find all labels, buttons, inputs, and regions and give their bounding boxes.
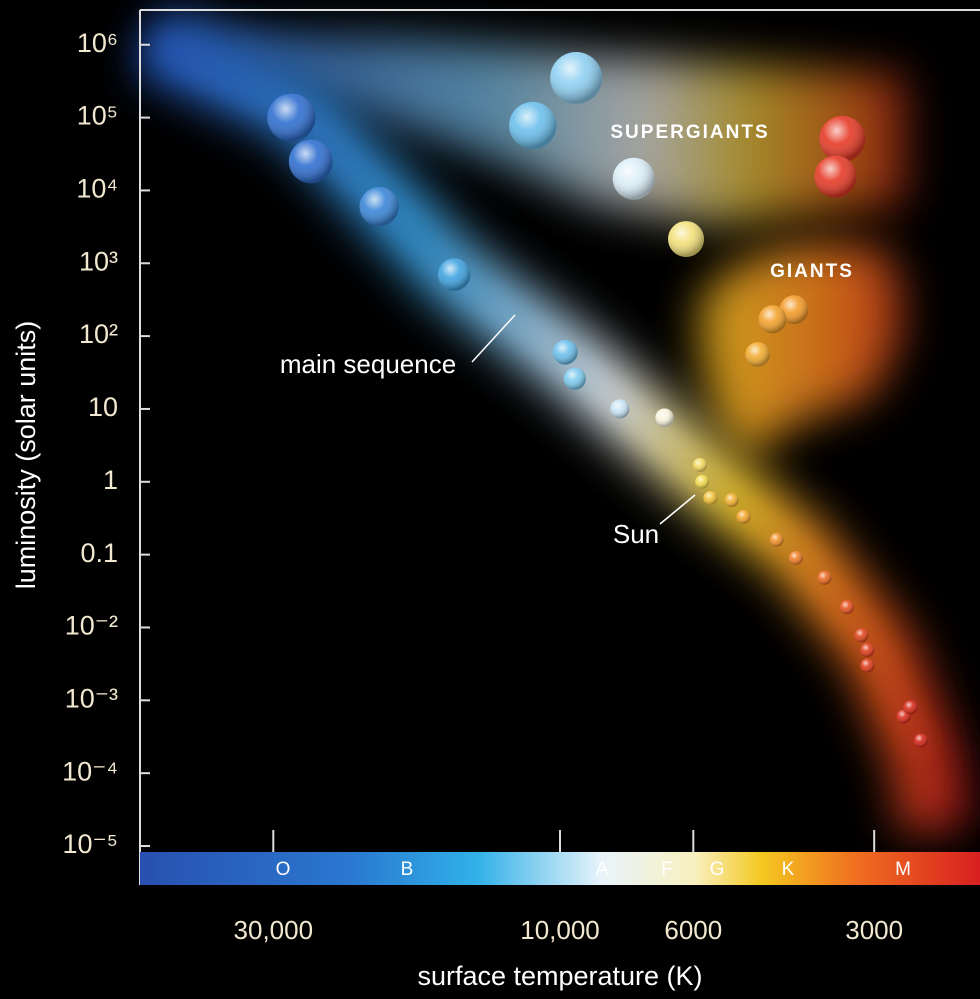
x-axis-title: surface temperature (K) [417,961,702,991]
spectral-class: M [895,859,911,880]
star-highlight [695,474,710,489]
y-tick-label: 10⁴ [76,174,118,204]
star-highlight [509,101,557,150]
y-tick-label: 10⁻⁴ [62,756,118,786]
y-tick-label: 1 [103,465,118,495]
y-axis-title: luminosity (solar units) [11,321,41,590]
star-highlight [814,155,857,198]
x-tick-label: 3000 [845,915,903,945]
x-tick-label: 30,000 [234,915,314,945]
star-highlight [692,458,707,473]
star-highlight [550,52,603,104]
star-highlight [769,532,784,547]
star-highlight [359,186,399,227]
y-tick-label: 10³ [79,246,118,276]
star-highlight [903,700,918,715]
star-highlight [860,658,875,673]
pointer [659,494,696,525]
star-highlight [839,600,854,615]
annotation: SUPERGIANTS [610,122,769,143]
star-highlight [819,115,866,162]
star-highlight [267,93,316,142]
x-tick-label: 6000 [664,915,722,945]
star-highlight [655,408,674,427]
star-highlight [788,550,803,565]
star-highlight [288,139,333,184]
star-highlight [668,221,705,258]
star-highlight [817,570,832,585]
glow [135,8,970,835]
y-tick-label: 10 [88,392,118,422]
x-tick-label: 10,000 [520,915,600,945]
y-tick-label: 10⁻⁵ [63,829,118,859]
y-tick-label: 10⁻² [65,611,118,641]
star-highlight [563,367,586,390]
spectral-bar [140,852,980,885]
star-highlight [745,342,770,367]
star-highlight [552,339,578,365]
star-highlight [736,509,751,524]
y-tick-label: 10² [79,319,118,349]
annotation: Sun [613,519,659,549]
y-tick-label: 10⁻³ [65,683,118,713]
spectral-class: G [710,859,725,880]
spectral-class: K [782,859,795,880]
spectral-class: B [401,859,414,880]
spectral-class: A [596,859,609,880]
star-highlight [854,628,869,643]
spectral-class: O [276,859,291,880]
y-tick-label: 10⁵ [77,101,118,131]
annotation: main sequence [280,349,456,379]
star-highlight [437,258,471,291]
star-highlight [612,157,655,200]
star-highlight [724,493,739,508]
pointer [471,314,516,363]
y-tick-label: 10⁶ [77,28,118,58]
star-highlight [860,643,875,658]
y-tick-label: 0.1 [80,538,118,568]
star-highlight [779,295,809,325]
star-highlight [610,399,630,419]
star-highlight [703,490,718,505]
star-highlight [758,305,787,334]
star-highlight [913,733,928,748]
spectral-class: F [661,859,673,880]
annotation: GIANTS [770,261,854,282]
